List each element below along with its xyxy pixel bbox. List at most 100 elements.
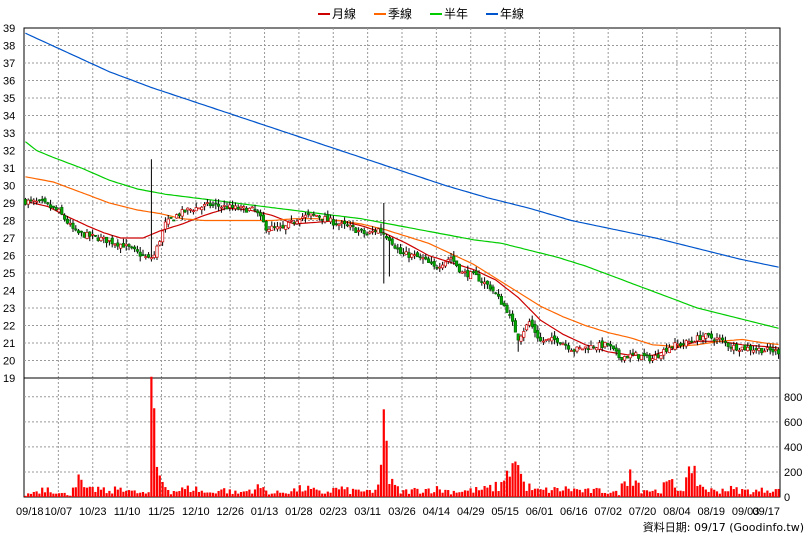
- candle-body: [292, 222, 296, 224]
- volume-bar: [615, 490, 618, 497]
- volume-bar: [589, 493, 593, 497]
- candle-body: [102, 236, 106, 239]
- candle-body: [637, 354, 641, 359]
- candle-body: [211, 204, 215, 207]
- volume-bar: [749, 494, 752, 497]
- volume-bar: [259, 488, 262, 497]
- candle-body: [595, 347, 599, 351]
- legend: 月線 季線 半年 年線: [318, 6, 524, 21]
- volume-bar: [514, 461, 517, 497]
- volume-bar: [567, 488, 570, 497]
- candle-body: [609, 344, 613, 347]
- volume-bar: [584, 488, 587, 497]
- volume-bar: [304, 490, 307, 497]
- date-tick-label: 05/15: [491, 506, 519, 518]
- volume-bar: [141, 491, 145, 497]
- volume-bar: [337, 489, 341, 497]
- candle-body: [236, 206, 240, 210]
- candle-body: [631, 352, 635, 355]
- candle-body: [765, 347, 769, 350]
- volume-bar: [248, 489, 251, 497]
- candle-body: [718, 337, 722, 340]
- volume-bar: [413, 487, 416, 497]
- volume-bar: [150, 376, 153, 497]
- volume-bar: [326, 491, 329, 497]
- candle-body: [502, 302, 506, 307]
- candle-body: [474, 270, 478, 276]
- candle-body: [707, 332, 711, 336]
- volume-bar: [265, 490, 268, 497]
- volume-bar: [293, 488, 296, 497]
- candle-body: [541, 340, 545, 343]
- volume-bar: [757, 491, 761, 497]
- candle-body: [494, 292, 498, 295]
- candle-body: [175, 214, 179, 219]
- candle-body: [147, 254, 151, 258]
- source-label: 資料日期: 09/17 (Goodinfo.tw): [643, 520, 804, 534]
- volume-bar: [715, 491, 719, 497]
- volume-bar: [312, 487, 315, 497]
- volume-bar: [399, 493, 402, 497]
- volume-bar: [365, 489, 369, 497]
- volume-bar: [354, 489, 357, 497]
- candle-body: [32, 199, 36, 202]
- volume-bar: [704, 489, 707, 497]
- candle-body: [233, 205, 237, 209]
- date-axis: 09/18 10/07 10/23 11/10 11/25 12/10 12/26 01/13…: [16, 506, 780, 518]
- volume-bar: [200, 490, 203, 497]
- volume-bar: [144, 493, 147, 497]
- volume-bar: [60, 493, 63, 497]
- volume-bar: [139, 492, 142, 497]
- candle-body: [586, 348, 590, 350]
- candle-body: [379, 227, 383, 233]
- volume-bar: [63, 492, 66, 497]
- candle-body: [648, 355, 652, 362]
- volume-bar: [253, 489, 257, 497]
- volume-bar: [424, 489, 427, 497]
- candle-body: [119, 243, 123, 249]
- volume-bar: [32, 491, 35, 497]
- date-tick-label: 09/18: [16, 506, 44, 518]
- candle-body: [166, 218, 170, 225]
- volume-bar: [533, 488, 537, 497]
- candle-body: [701, 335, 705, 341]
- legend-label: 月線: [332, 6, 356, 21]
- volume-bar: [161, 481, 164, 497]
- volume-bar: [29, 493, 33, 497]
- volume-bar: [449, 494, 453, 497]
- volume-bar: [503, 480, 506, 497]
- candle-body: [578, 347, 582, 349]
- candle-body: [676, 343, 680, 346]
- candle-body: [82, 232, 86, 238]
- volume-bar: [276, 490, 279, 497]
- candle-body: [656, 354, 660, 358]
- candle-body: [597, 342, 601, 350]
- volume-bar: [405, 489, 408, 497]
- candle-body: [429, 261, 433, 264]
- price-tick-label: 35: [3, 93, 15, 105]
- volume-bar: [508, 476, 511, 497]
- volume-bar: [603, 492, 607, 497]
- candle-body: [544, 339, 548, 341]
- candle-body: [371, 230, 375, 233]
- volume-bar: [197, 491, 201, 497]
- candle-body: [421, 257, 425, 260]
- volume-bar: [539, 489, 542, 497]
- candle-body: [26, 199, 30, 205]
- volume-bar: [133, 490, 136, 497]
- candle-body: [23, 199, 27, 205]
- volume-bar: [651, 490, 654, 497]
- candle-body: [387, 236, 391, 241]
- date-tick-label: 09/17: [752, 506, 780, 518]
- candle-body: [651, 358, 655, 361]
- price-tick-label: 24: [3, 286, 15, 298]
- candle-body: [774, 349, 778, 352]
- volume-bar: [155, 466, 159, 497]
- price-tick-label: 31: [3, 163, 15, 175]
- candle-body: [617, 349, 621, 358]
- candle-body: [550, 337, 554, 342]
- candle-body: [298, 219, 302, 224]
- volume-bar: [631, 485, 635, 497]
- volume-bar: [315, 489, 318, 497]
- candle-body: [135, 249, 139, 252]
